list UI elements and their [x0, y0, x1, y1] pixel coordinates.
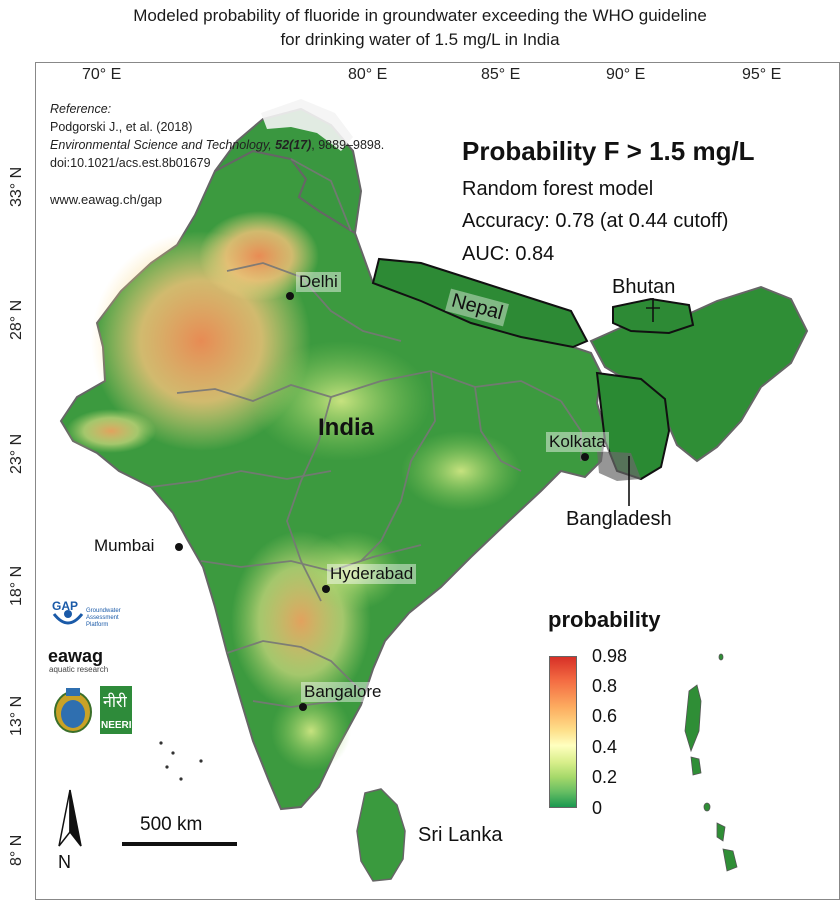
panel-auc: AUC: 0.84: [462, 243, 555, 265]
label-kolkata: Kolkata: [546, 432, 609, 452]
lat-label-28: 28° N: [8, 299, 25, 340]
gap-logo-subtitle: Groundwater Assessment Platform: [86, 608, 121, 628]
gap-logo-icon: GAP: [52, 599, 84, 625]
legend-tick-08: 0.8: [592, 676, 618, 696]
legend-tick-0: 0: [592, 798, 603, 818]
map-frame: [35, 62, 840, 900]
lon-label-70: 70° E: [82, 66, 122, 83]
kolkata-marker: [581, 453, 589, 461]
reference-block: Reference: Podgorski J., et al. (2018) E…: [50, 100, 384, 172]
sundarbans: [597, 451, 641, 481]
lon-label-95: 95° E: [742, 66, 782, 83]
legend-tick-098: 0.98: [592, 646, 628, 666]
legend-title: probability: [548, 607, 661, 632]
label-india: India: [318, 414, 375, 441]
nepal-region: [371, 257, 589, 349]
bhutan-pointer: [646, 298, 660, 322]
panel-accuracy: Accuracy: 0.78 (at 0.44 cutoff): [462, 210, 729, 232]
label-sri-lanka: Sri Lanka: [418, 824, 503, 846]
central-zone: [251, 341, 431, 461]
delhi-marker: [286, 292, 294, 300]
reference-citation: Environmental Science and Technology, 52…: [50, 136, 384, 154]
lat-label-33: 33° N: [8, 166, 25, 207]
lat-label-8: 8° N: [8, 834, 25, 866]
neeri-logo-text: NEERI: [101, 720, 132, 731]
map-title-line1: Modeled probability of fluoride in groun…: [133, 6, 707, 25]
state-boundaries: [150, 158, 582, 708]
lon-label-80: 80° E: [348, 66, 388, 83]
map-canvas: [59, 99, 809, 882]
label-bangladesh: Bangladesh: [566, 508, 672, 530]
government-emblem-icon: [54, 688, 92, 733]
label-mumbai: Mumbai: [94, 536, 155, 555]
mumbai-marker: [175, 543, 183, 551]
reference-journal: Environmental Science and Technology,: [50, 138, 276, 152]
gap-logo-text: GAP: [52, 599, 78, 613]
eawag-logo-subtitle: aquatic research: [49, 665, 109, 674]
legend-tick-06: 0.6: [592, 706, 618, 726]
lon-label-90: 90° E: [606, 66, 646, 83]
scale-bar-label: 500 km: [140, 814, 203, 835]
map-title-line2: for drinking water of 1.5 mg/L in India: [280, 30, 560, 49]
label-hyderabad: Hyderabad: [327, 564, 417, 584]
lon-label-85: 85° E: [481, 66, 521, 83]
reference-doi[interactable]: doi:10.1021/acs.est.8b01679: [50, 156, 211, 170]
bangladesh-pointer: [628, 456, 630, 506]
panel-model: Random forest model: [462, 178, 654, 200]
label-delhi: Delhi: [296, 272, 341, 292]
lakshadweep-islands: [159, 741, 203, 781]
snow-patches: [261, 99, 353, 151]
scale-bar: [122, 842, 237, 846]
hyderabad-marker: [322, 585, 330, 593]
lat-label-18: 18° N: [8, 565, 25, 606]
reference-volume: 52(17): [275, 138, 312, 152]
reference-heading: Reference:: [50, 102, 112, 116]
andaman-islands: [684, 653, 738, 872]
neeri-logo: [100, 686, 132, 734]
website-link[interactable]: www.eawag.ch/gap: [50, 192, 163, 207]
legend-tick-04: 0.4: [592, 737, 618, 757]
neeri-logo-script: नीरी: [103, 694, 127, 711]
lat-label-13: 13° N: [8, 695, 25, 736]
map-title: Modeled probability of fluoride in groun…: [0, 4, 840, 52]
reference-pages: , 9889–9898.: [311, 138, 385, 152]
legend-color-ramp: [549, 656, 577, 808]
eawag-logo: eawag: [48, 646, 104, 666]
panel-title: Probability F > 1.5 mg/L: [462, 136, 755, 166]
gujarat-zone: [66, 409, 156, 453]
north-arrow-label: N: [58, 852, 71, 872]
legend-tick-02: 0.2: [592, 767, 618, 787]
lat-label-23: 23° N: [8, 433, 25, 474]
bangalore-marker: [299, 703, 307, 711]
sri-lanka-landmass: [356, 788, 406, 882]
label-bangalore: Bangalore: [301, 682, 385, 702]
east-zone: [401, 431, 521, 511]
punjab-high-zone: [199, 211, 319, 301]
tamilnadu-zone: [271, 691, 351, 771]
reference-authors: Podgorski J., et al. (2018): [50, 120, 193, 134]
label-bhutan: Bhutan: [612, 276, 676, 298]
north-arrow-icon: [58, 789, 82, 847]
